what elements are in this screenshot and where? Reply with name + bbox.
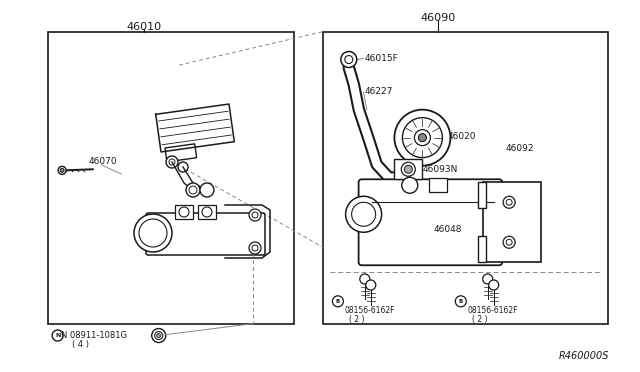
- Bar: [429, 178, 447, 192]
- Bar: [478, 182, 486, 208]
- Circle shape: [249, 242, 261, 254]
- Text: 46093N: 46093N: [422, 165, 458, 174]
- Text: 46092: 46092: [506, 144, 534, 153]
- Circle shape: [341, 51, 357, 68]
- Text: 46015F: 46015F: [365, 54, 399, 63]
- Text: N 08911-1081G: N 08911-1081G: [61, 331, 127, 340]
- Circle shape: [157, 334, 161, 337]
- Circle shape: [58, 166, 66, 174]
- Bar: [394, 159, 422, 179]
- Text: ( 4 ): ( 4 ): [72, 340, 88, 349]
- Circle shape: [249, 209, 261, 221]
- Text: ( 2 ): ( 2 ): [349, 315, 364, 324]
- Circle shape: [489, 280, 499, 290]
- Text: 08156-6162F: 08156-6162F: [467, 307, 518, 315]
- Circle shape: [52, 330, 63, 341]
- Circle shape: [179, 207, 189, 217]
- Circle shape: [394, 110, 451, 166]
- Circle shape: [402, 177, 418, 193]
- Bar: [175, 205, 193, 219]
- Circle shape: [178, 162, 188, 172]
- Circle shape: [503, 196, 515, 208]
- Circle shape: [401, 162, 415, 176]
- Bar: [165, 144, 196, 162]
- Circle shape: [200, 183, 214, 197]
- Circle shape: [166, 156, 178, 168]
- Text: N: N: [55, 333, 60, 338]
- Circle shape: [189, 186, 197, 194]
- Text: B: B: [459, 299, 463, 304]
- Text: R460000S: R460000S: [559, 352, 609, 361]
- Circle shape: [415, 129, 431, 146]
- Circle shape: [360, 274, 370, 284]
- Circle shape: [60, 169, 64, 172]
- Circle shape: [186, 183, 200, 197]
- Circle shape: [455, 296, 467, 307]
- Circle shape: [404, 165, 412, 173]
- Text: B: B: [336, 299, 340, 304]
- Circle shape: [252, 245, 258, 251]
- Text: 46090: 46090: [420, 13, 456, 23]
- Text: 46020: 46020: [448, 132, 477, 141]
- Circle shape: [152, 328, 166, 343]
- Circle shape: [332, 296, 344, 307]
- Circle shape: [252, 212, 258, 218]
- Circle shape: [202, 207, 212, 217]
- Circle shape: [419, 134, 426, 142]
- Text: 46048: 46048: [434, 225, 463, 234]
- Circle shape: [366, 280, 376, 290]
- Circle shape: [506, 239, 512, 245]
- Text: 46070: 46070: [88, 157, 117, 166]
- FancyBboxPatch shape: [358, 179, 502, 265]
- Circle shape: [506, 199, 512, 205]
- Circle shape: [483, 274, 493, 284]
- Circle shape: [155, 331, 163, 340]
- Bar: [48, 32, 294, 324]
- Circle shape: [503, 236, 515, 248]
- Text: 46227: 46227: [365, 87, 393, 96]
- Circle shape: [169, 159, 175, 165]
- Circle shape: [345, 55, 353, 64]
- Circle shape: [351, 202, 376, 226]
- Text: 08156-6162F: 08156-6162F: [344, 307, 395, 315]
- Bar: [483, 182, 541, 262]
- Text: 46010: 46010: [127, 22, 161, 32]
- Bar: [198, 205, 216, 219]
- Bar: [478, 236, 486, 262]
- Text: ( 2 ): ( 2 ): [472, 315, 487, 324]
- Circle shape: [346, 196, 381, 232]
- Circle shape: [134, 214, 172, 252]
- Bar: [323, 32, 608, 324]
